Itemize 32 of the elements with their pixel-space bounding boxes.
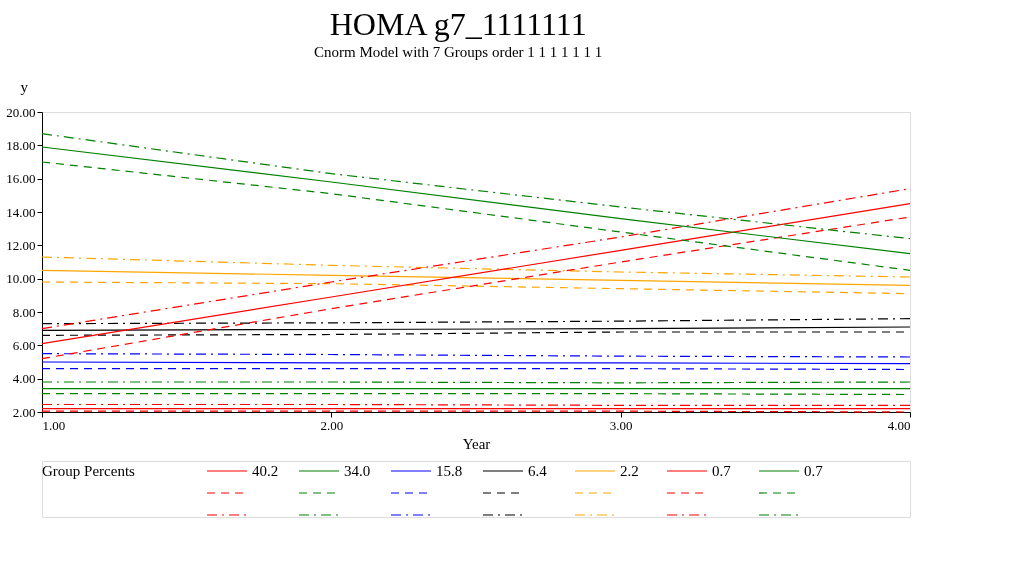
- line-series: [41, 203, 911, 345]
- x-tick-label: 2.00: [320, 417, 344, 433]
- y-tick-label: 18.00: [6, 137, 36, 153]
- x-tick-label: 4.00: [887, 417, 911, 433]
- legend-label: 0.7: [712, 463, 732, 479]
- y-tick-label: 8.00: [12, 304, 36, 320]
- y-tick-label: 2.00: [12, 404, 36, 420]
- x-axis-title: Year: [462, 435, 491, 452]
- x-tick-label: 1.00: [42, 417, 66, 433]
- y-tick-label: 10.00: [6, 271, 36, 287]
- y-tick-label: 6.00: [12, 337, 36, 353]
- x-tick-label: 3.00: [609, 417, 633, 433]
- legend-label: 40.2: [252, 463, 279, 479]
- legend-label: 6.4: [528, 463, 548, 479]
- legend-title: Group Percents: [42, 463, 136, 479]
- legend-label: 2.2: [620, 463, 639, 479]
- y-tick-label: 4.00: [12, 371, 36, 387]
- legend-label: 0.7: [804, 463, 824, 479]
- chart-title: HOMA g7_1111111: [329, 5, 587, 42]
- y-tick-label: 16.00: [6, 171, 36, 187]
- legend-label: 15.8: [436, 463, 463, 479]
- line-series: [41, 146, 911, 255]
- line-series: [41, 256, 911, 278]
- y-axis-title: y: [20, 78, 29, 95]
- chart-subtitle: Cnorm Model with 7 Groups order 1 1 1 1 1 1 1: [314, 43, 603, 60]
- y-tick-label: 14.00: [6, 204, 36, 220]
- line-series: [41, 269, 911, 286]
- y-tick-label: 12.00: [6, 237, 36, 253]
- line-series: [41, 133, 911, 240]
- legend-label: 34.0: [344, 463, 371, 479]
- line-series: [41, 161, 911, 271]
- y-tick-label: 20.00: [6, 104, 36, 120]
